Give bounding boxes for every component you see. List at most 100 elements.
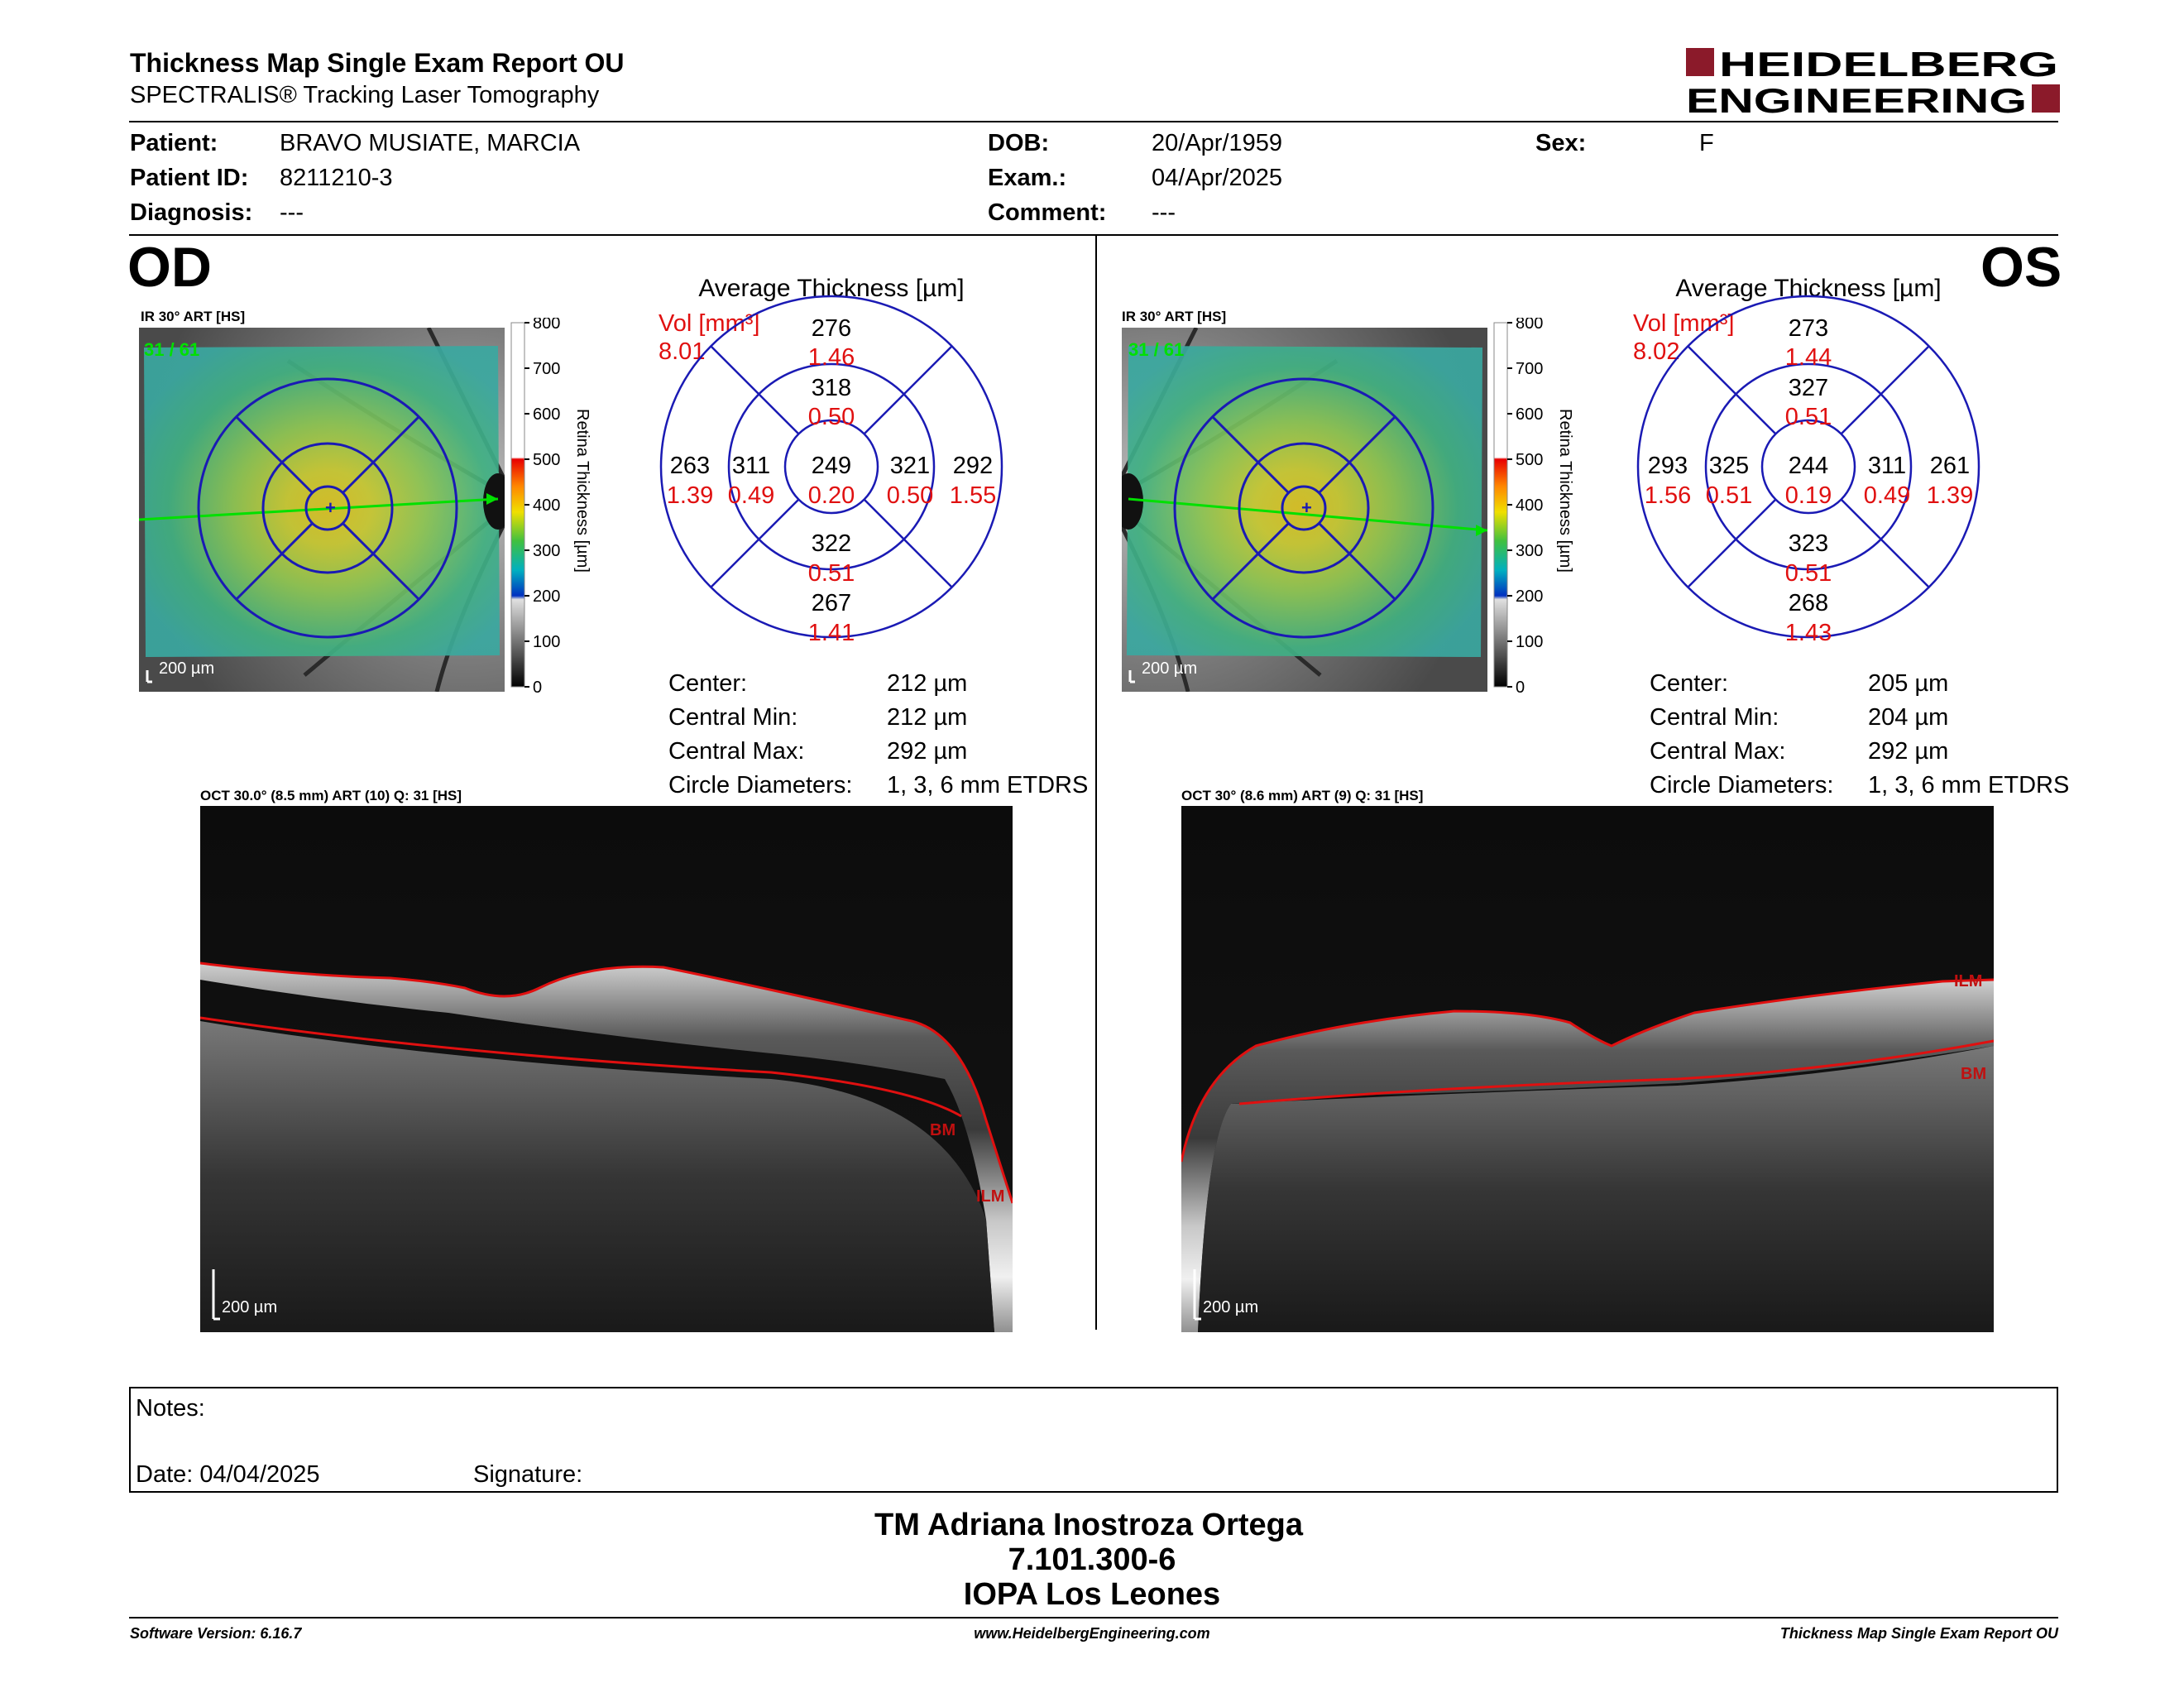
bm-line-od: [199, 1016, 962, 1118]
circle-diam-label-os: Circle Diameters:: [1650, 772, 1834, 798]
sector-outer-inf-volume-od: 1.41: [808, 620, 855, 646]
logo-text-top: HEIDELBERG: [1719, 45, 2058, 84]
notes-label: Notes:: [136, 1395, 205, 1422]
logo-text-bottom: ENGINEERING: [1686, 81, 2027, 117]
ir-label-os: IR 30° ART [HS]: [1122, 309, 1227, 324]
oct-scale-os: 200 µm: [1203, 1298, 1258, 1316]
sector-outer-inf-volume-os: 1.43: [1785, 620, 1832, 646]
sector-outer-nas-volume-os: 1.39: [1927, 482, 1973, 509]
footer-report-name: Thickness Map Single Exam Report OU: [1779, 1625, 2058, 1642]
oct-scale-od: 200 µm: [222, 1298, 277, 1316]
eye-label-os: OS: [1980, 236, 2062, 299]
dob-value: 20/Apr/1959: [1152, 130, 1283, 156]
oct-bscan-od: BM ILM 200 µm: [199, 806, 1014, 1332]
thickness-map-od: + 31 / 61 200 µm: [138, 326, 513, 693]
vol-total-os: 8.02: [1633, 338, 1679, 365]
sector-inner-inf-thickness-od: 322: [812, 530, 851, 557]
center-value-od: 212 µm: [887, 670, 968, 697]
date-label: Date: 04/04/2025: [136, 1461, 320, 1488]
eye-label-od: OD: [127, 236, 212, 299]
ilm-line-od: [199, 961, 1014, 1204]
sector-inner-nas-thickness-os: 311: [1868, 453, 1906, 479]
website-link: www.HeidelbergEngineering.com: [974, 1625, 1210, 1642]
central-max-value-os: 292 µm: [1868, 738, 1949, 765]
sector-outer-sup-volume-od: 1.46: [808, 344, 855, 371]
sector-outer-nas-thickness-od: 292: [953, 453, 993, 479]
ir-counter-od: 31 / 61: [144, 339, 199, 360]
bm-label-os: BM: [1961, 1065, 1986, 1083]
colorbar-title-os: Retina Thickness [µm]: [1556, 409, 1574, 573]
sector-outer-inf-thickness-os: 268: [1789, 590, 1828, 616]
sector-inner-temp-volume-od: 0.49: [728, 482, 774, 509]
ilm-line-os: [1180, 978, 1995, 1163]
scale-bar-od: 200 µm: [159, 659, 214, 678]
vol-label-od: Vol [mm³]: [659, 310, 759, 337]
cb-tick-400: 400: [533, 496, 560, 515]
patient-name: BRAVO MUSIATE, MARCIA: [280, 130, 581, 156]
ilm-label-os: ILM: [1954, 972, 1982, 990]
sector-inner-inf-thickness-os: 323: [1789, 530, 1828, 557]
sector-outer-nas-thickness-os: 261: [1930, 453, 1970, 479]
central-max-value-od: 292 µm: [887, 738, 968, 765]
etdrs-grid-od: Average Thickness [µm] Vol [mm³] 8.01 27…: [629, 261, 1125, 659]
cb-tick-300-os: 300: [1516, 542, 1543, 560]
sex-label: Sex:: [1535, 130, 1587, 156]
cb-tick-200: 200: [533, 587, 560, 606]
heidelberg-logo: HEIDELBERG ENGINEERING: [1686, 43, 2060, 120]
sector-outer-sup-thickness-os: 273: [1789, 315, 1828, 342]
scale-bar-os: 200 µm: [1142, 659, 1197, 678]
central-min-value-os: 204 µm: [1868, 704, 1949, 731]
sector-outer-temp-thickness-os: 293: [1648, 453, 1688, 479]
central-max-label-od: Central Max:: [668, 738, 805, 765]
exam-label: Exam.:: [988, 165, 1067, 191]
sector-inner-sup-volume-os: 0.51: [1785, 404, 1832, 430]
sector-inner-temp-thickness-os: 325: [1709, 453, 1749, 479]
center-label-od: Center:: [668, 670, 748, 697]
sector-center-volume-os: 0.19: [1785, 482, 1832, 509]
signer-name: TM Adriana Inostroza Ortega: [874, 1508, 1303, 1542]
cb-tick-800: 800: [533, 318, 560, 333]
cb-tick-400-os: 400: [1516, 496, 1543, 515]
colorbar-od: 800 700 600 500 400 300 200 100 0 Retina…: [510, 314, 601, 698]
cb-tick-0-os: 0: [1516, 679, 1525, 697]
sector-center-thickness-od: 249: [812, 453, 851, 479]
sector-inner-inf-volume-os: 0.51: [1785, 560, 1832, 587]
cb-tick-100-os: 100: [1516, 633, 1543, 651]
sector-inner-sup-volume-od: 0.50: [808, 404, 855, 430]
comment-value: ---: [1152, 199, 1176, 226]
sector-inner-temp-volume-os: 0.51: [1706, 482, 1752, 509]
cb-tick-600: 600: [533, 405, 560, 424]
cb-tick-100: 100: [533, 633, 560, 651]
notes-box: Notes: Date: 04/04/2025 Signature:: [129, 1387, 2058, 1493]
cb-tick-200-os: 200: [1516, 587, 1543, 606]
software-version: Software Version: 6.16.7: [130, 1625, 302, 1642]
cb-tick-0: 0: [533, 679, 542, 697]
signer-org: IOPA Los Leones: [963, 1577, 1221, 1612]
sector-outer-nas-volume-od: 1.55: [950, 482, 996, 509]
central-min-label-os: Central Min:: [1650, 704, 1779, 731]
sector-inner-nas-volume-os: 0.49: [1864, 482, 1910, 509]
sector-inner-temp-thickness-od: 311: [732, 453, 770, 479]
svg-text:+: +: [1301, 497, 1312, 518]
colorbar-title-od: Retina Thickness [µm]: [573, 409, 592, 573]
central-max-label-os: Central Max:: [1650, 738, 1786, 765]
avg-thickness-title-os: Average Thickness [µm]: [1675, 275, 1941, 302]
sector-outer-sup-thickness-od: 276: [812, 315, 851, 342]
circle-diam-value-od: 1, 3, 6 mm ETDRS: [887, 772, 1089, 798]
avg-thickness-title-od: Average Thickness [µm]: [698, 275, 964, 302]
ir-counter-os: 31 / 61: [1128, 339, 1184, 360]
diagnosis-value: ---: [280, 199, 304, 226]
cb-tick-700: 700: [533, 360, 560, 378]
sector-inner-sup-thickness-od: 318: [812, 375, 851, 401]
bm-label-od: BM: [930, 1121, 956, 1139]
header-divider: [129, 121, 2058, 122]
cb-tick-800-os: 800: [1516, 318, 1543, 333]
ir-label-od: IR 30° ART [HS]: [141, 309, 246, 324]
central-min-label-od: Central Min:: [668, 704, 798, 731]
sector-inner-inf-volume-od: 0.51: [808, 560, 855, 587]
report-subtitle: SPECTRALIS® Tracking Laser Tomography: [130, 82, 600, 108]
patient-divider: [129, 234, 2058, 236]
vol-label-os: Vol [mm³]: [1633, 310, 1734, 337]
patient-label: Patient:: [130, 130, 218, 156]
cb-tick-500: 500: [533, 451, 560, 469]
